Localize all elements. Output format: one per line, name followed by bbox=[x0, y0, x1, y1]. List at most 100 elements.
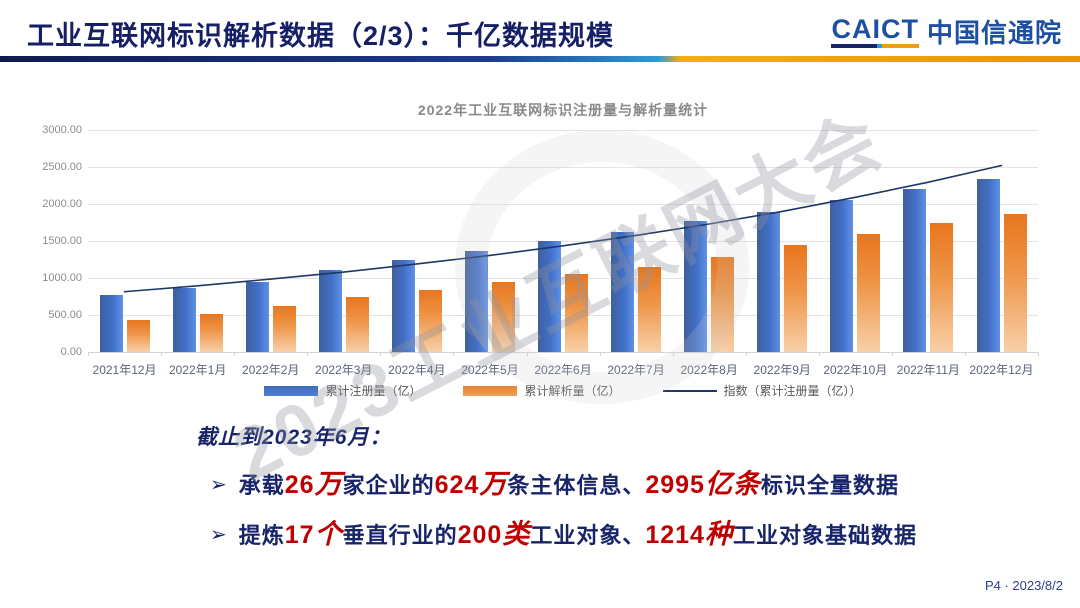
legend-swatch-registration bbox=[264, 385, 319, 396]
legend-swatch-resolution bbox=[463, 385, 518, 396]
bullet-text-segment: 条主体信息、 bbox=[507, 473, 646, 498]
x-axis-tick-label: 2022年8月 bbox=[680, 363, 738, 377]
bullet-text-segment: 17 bbox=[284, 521, 315, 549]
gridline bbox=[88, 130, 1038, 131]
chart-legend: 累计注册量（亿） 累计解析量（亿） 指数（累计注册量（亿）） bbox=[88, 382, 1038, 399]
bullet-text-segment: 类 bbox=[502, 519, 531, 549]
bar-resolution[interactable] bbox=[638, 266, 662, 352]
y-axis-tick-label: 0.00 bbox=[60, 346, 82, 358]
caict-logo-cn: 中国信通院 bbox=[926, 18, 1062, 48]
y-axis-tick-label: 1000.00 bbox=[42, 272, 82, 284]
category-tick bbox=[380, 352, 382, 356]
bullet-text-segment: 2995 bbox=[645, 471, 705, 499]
x-axis-tick-label: 2022年4月 bbox=[388, 363, 446, 377]
bar-registration[interactable] bbox=[538, 241, 561, 352]
category-tick bbox=[599, 352, 601, 356]
x-axis-tick-label: 2022年11月 bbox=[896, 363, 960, 377]
gridline bbox=[88, 315, 1038, 316]
category-tick bbox=[88, 352, 89, 356]
bar-resolution[interactable] bbox=[491, 281, 515, 352]
x-axis-tick-label: 2022年12月 bbox=[969, 363, 1034, 377]
gridline bbox=[88, 241, 1038, 242]
y-axis-tick-label: 3000.00 bbox=[42, 124, 82, 136]
legend-swatch-trend bbox=[662, 389, 717, 392]
y-axis-tick-label: 2000.00 bbox=[42, 198, 82, 210]
category-tick bbox=[234, 352, 236, 356]
bullet-text-segment: 624 bbox=[434, 471, 480, 499]
x-axis-tick-label: 2022年1月 bbox=[168, 363, 227, 377]
x-axis-tick-label: 2022年3月 bbox=[315, 363, 373, 377]
legend-item[interactable]: 累计注册量（亿） bbox=[264, 382, 421, 399]
category-tick bbox=[964, 352, 966, 356]
summary-bullet-2: ➢ 提炼17个垂直行业的200类工业对象、1214种工业对象基础数据 bbox=[210, 512, 917, 551]
bar-registration[interactable] bbox=[684, 221, 708, 352]
legend-label: 指数（累计注册量（亿）） bbox=[723, 384, 862, 398]
bar-registration[interactable] bbox=[903, 189, 927, 352]
x-axis-tick-label: 2022年5月 bbox=[461, 363, 519, 377]
bullet-arrow-icon: ➢ bbox=[210, 524, 227, 546]
category-tick bbox=[891, 352, 893, 356]
bullet-text-segment: 工业对象基础数据 bbox=[732, 523, 917, 548]
bar-resolution[interactable] bbox=[1003, 214, 1027, 352]
bar-registration[interactable] bbox=[99, 295, 123, 352]
summary-heading: 截止到2023年6月： bbox=[196, 426, 392, 449]
gridline bbox=[88, 204, 1038, 205]
bar-registration[interactable] bbox=[464, 251, 488, 352]
legend-label: 累计解析量（亿） bbox=[524, 384, 621, 398]
bar-resolution[interactable] bbox=[930, 223, 954, 352]
bullet-arrow-icon: ➢ bbox=[210, 474, 227, 496]
bar-resolution[interactable] bbox=[418, 289, 442, 352]
gridline bbox=[88, 352, 1038, 353]
y-axis-tick-label: 2500.00 bbox=[42, 161, 82, 173]
bar-registration[interactable] bbox=[245, 281, 269, 352]
bar-registration[interactable] bbox=[611, 232, 635, 352]
gridline bbox=[88, 278, 1038, 279]
bar-resolution[interactable] bbox=[126, 320, 150, 352]
category-tick bbox=[161, 352, 163, 356]
bar-resolution[interactable] bbox=[345, 297, 369, 352]
x-axis-tick-label: 2022年9月 bbox=[753, 363, 811, 377]
y-axis-tick-label: 1500.00 bbox=[42, 235, 82, 247]
category-tick bbox=[526, 352, 528, 356]
caict-logo-text: CAICT bbox=[831, 14, 919, 44]
x-axis-tick-label: 2021年12月 bbox=[92, 363, 157, 377]
category-tick bbox=[745, 352, 747, 356]
legend-item[interactable]: 累计解析量（亿） bbox=[463, 382, 621, 399]
bar-registration[interactable] bbox=[830, 200, 854, 352]
bullet-text-segment: 工业对象、 bbox=[530, 523, 646, 548]
bullet-text-segment: 万 bbox=[479, 469, 508, 499]
trend-line bbox=[123, 164, 1003, 293]
page-number: P4 · 2023/8/2 bbox=[984, 578, 1063, 593]
caict-logo: CAICT 中国信通院 bbox=[831, 13, 1062, 50]
bar-registration[interactable] bbox=[391, 260, 415, 352]
category-tick bbox=[453, 352, 455, 356]
category-tick bbox=[818, 352, 820, 356]
bar-resolution[interactable] bbox=[784, 244, 808, 352]
x-axis-tick-label: 2022年2月 bbox=[242, 363, 300, 377]
bar-resolution[interactable] bbox=[199, 313, 223, 352]
page-title: 工业互联网标识解析数据（2/3）：千亿数据规模 bbox=[27, 21, 615, 51]
bar-registration[interactable] bbox=[318, 269, 342, 352]
bar-resolution[interactable] bbox=[272, 306, 296, 352]
legend-item[interactable]: 指数（累计注册量（亿）） bbox=[662, 382, 862, 399]
legend-label: 累计注册量（亿） bbox=[325, 384, 422, 398]
bullet-text-segment: 万 bbox=[314, 469, 343, 499]
bar-resolution[interactable] bbox=[857, 234, 881, 352]
y-axis-tick-label: 500.00 bbox=[48, 309, 82, 321]
bullet-text-segment: 标识全量数据 bbox=[760, 473, 899, 498]
bullet-text-segment: 承载 bbox=[238, 473, 285, 498]
summary-bullet-1: ➢ 承载26万家企业的624万条主体信息、2995亿条标识全量数据 bbox=[210, 462, 899, 501]
bullet-text-segment: 家企业的 bbox=[342, 473, 435, 498]
category-tick bbox=[307, 352, 309, 356]
bullet-text-segment: 垂直行业的 bbox=[342, 523, 458, 548]
bar-registration[interactable] bbox=[172, 287, 196, 352]
bar-registration[interactable] bbox=[976, 178, 1000, 352]
bar-resolution[interactable] bbox=[565, 274, 588, 352]
x-axis-tick-label: 2022年6月 bbox=[534, 363, 592, 377]
bullet-text-segment: 200 bbox=[457, 521, 503, 549]
bar-registration[interactable] bbox=[757, 212, 781, 352]
gridline bbox=[88, 167, 1038, 168]
category-tick bbox=[1038, 352, 1039, 356]
bar-resolution[interactable] bbox=[711, 256, 735, 352]
